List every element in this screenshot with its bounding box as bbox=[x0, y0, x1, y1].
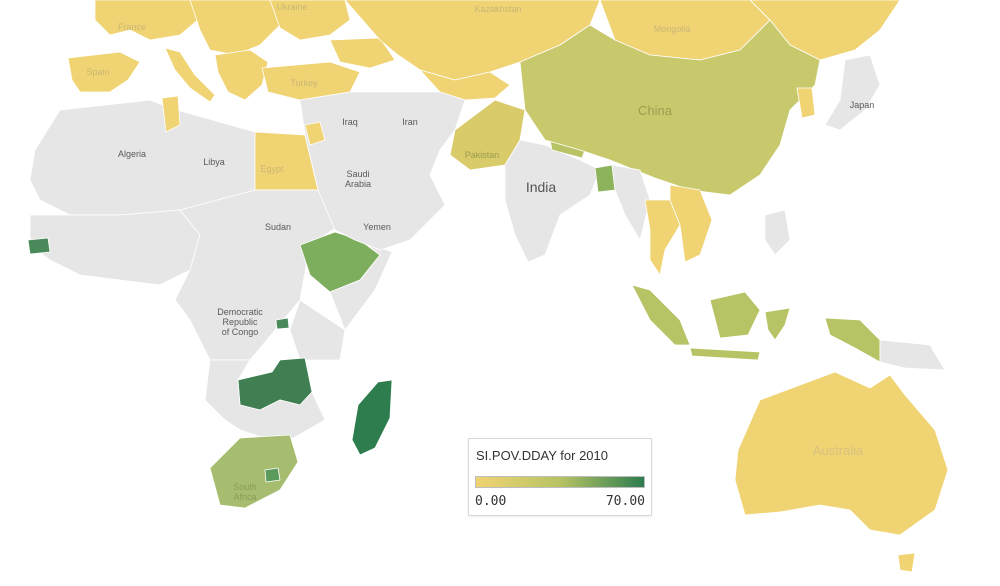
country-horn-somalia[interactable] bbox=[329, 239, 393, 331]
country-korea[interactable] bbox=[796, 87, 816, 119]
country-jordan[interactable] bbox=[304, 121, 326, 146]
label-saudi-arabia-2: Arabia bbox=[345, 179, 371, 189]
label-ukraine: Ukraine bbox=[276, 2, 307, 12]
country-senegal[interactable] bbox=[27, 237, 51, 255]
legend-max-label: 70.00 bbox=[605, 494, 645, 509]
country-south-africa[interactable] bbox=[209, 434, 299, 509]
label-south-africa-1: South bbox=[233, 482, 257, 492]
country-caucasus[interactable] bbox=[329, 37, 396, 69]
label-libya: Libya bbox=[203, 157, 225, 167]
country-india[interactable] bbox=[504, 139, 601, 263]
country-west-africa[interactable] bbox=[29, 209, 201, 286]
color-legend: SI.POV.DDAY for 2010 0.00 70.00 bbox=[468, 438, 652, 516]
label-iran: Iran bbox=[402, 117, 418, 127]
legend-title: SI.POV.DDAY for 2010 bbox=[476, 448, 608, 463]
country-italy[interactable] bbox=[164, 47, 216, 103]
country-japan[interactable] bbox=[824, 54, 881, 131]
label-india: India bbox=[526, 179, 557, 195]
country-ukraine[interactable] bbox=[269, 0, 351, 41]
label-drc-3: of Congo bbox=[222, 327, 259, 337]
country-balkans[interactable] bbox=[214, 49, 269, 101]
country-australia[interactable] bbox=[734, 371, 949, 536]
label-algeria: Algeria bbox=[118, 149, 146, 159]
country-rwanda[interactable] bbox=[275, 317, 290, 330]
country-southern-africa[interactable] bbox=[204, 359, 326, 441]
label-mongolia: Mongolia bbox=[654, 24, 691, 34]
country-tasmania[interactable] bbox=[897, 552, 916, 573]
country-borneo[interactable] bbox=[709, 291, 761, 339]
label-spain: Spain bbox=[86, 67, 109, 77]
label-australia: Australia bbox=[813, 443, 864, 458]
label-japan: Japan bbox=[850, 100, 875, 110]
country-lesotho[interactable] bbox=[264, 467, 281, 483]
label-egypt: Egypt bbox=[260, 164, 284, 174]
country-east-africa[interactable] bbox=[289, 299, 346, 361]
legend-min-label: 0.00 bbox=[475, 494, 507, 509]
label-iraq: Iraq bbox=[342, 117, 358, 127]
label-pakistan: Pakistan bbox=[465, 150, 500, 160]
label-south-africa-2: Africa bbox=[233, 492, 256, 502]
label-yemen: Yemen bbox=[363, 222, 391, 232]
label-drc-2: Republic bbox=[222, 317, 258, 327]
country-png[interactable] bbox=[879, 339, 946, 371]
label-france: France bbox=[118, 22, 146, 32]
label-kazakhstan: Kazakhstan bbox=[474, 4, 521, 14]
label-sudan: Sudan bbox=[265, 222, 291, 232]
country-tunisia[interactable] bbox=[161, 95, 181, 133]
country-java[interactable] bbox=[689, 347, 761, 361]
country-madagascar[interactable] bbox=[351, 379, 393, 456]
country-laos-vietnam[interactable] bbox=[669, 184, 713, 263]
country-sumatra[interactable] bbox=[631, 284, 691, 346]
label-drc-1: Democratic bbox=[217, 307, 263, 317]
country-sulawesi[interactable] bbox=[764, 307, 791, 341]
label-china: China bbox=[638, 103, 673, 118]
country-spain[interactable] bbox=[67, 51, 141, 93]
country-bangladesh[interactable] bbox=[594, 164, 616, 193]
country-middle-east[interactable] bbox=[299, 91, 466, 251]
legend-gradient-bar bbox=[475, 476, 645, 488]
country-philippines[interactable] bbox=[764, 209, 791, 256]
label-saudi-arabia-1: Saudi bbox=[346, 169, 369, 179]
label-turkey: Turkey bbox=[290, 78, 318, 88]
country-myanmar[interactable] bbox=[611, 164, 651, 241]
